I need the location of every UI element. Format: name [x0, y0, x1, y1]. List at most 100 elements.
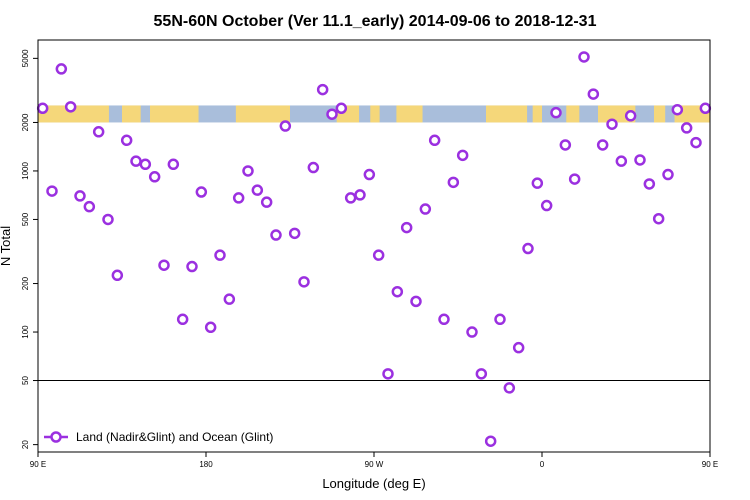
x-tick-label: 90 E	[30, 460, 46, 469]
data-point	[662, 168, 674, 181]
y-axis-label: N Total	[0, 226, 13, 266]
x-axis-label: Longitude (deg E)	[322, 476, 425, 491]
data-point	[587, 88, 600, 100]
y-tick-label: 500	[21, 212, 30, 226]
data-point	[130, 155, 142, 167]
data-point	[484, 435, 497, 447]
data-point	[74, 190, 86, 202]
data-points	[36, 51, 712, 447]
data-point	[195, 186, 208, 198]
data-point	[699, 102, 712, 115]
y-tick-label: 200	[21, 276, 30, 290]
data-point	[391, 285, 404, 298]
data-point	[596, 139, 609, 151]
data-point	[335, 102, 348, 115]
data-point	[92, 126, 105, 138]
data-point	[363, 168, 376, 181]
data-point	[260, 196, 273, 208]
data-point	[540, 199, 553, 212]
data-point	[494, 313, 506, 326]
data-point	[512, 341, 525, 354]
band-land-segment	[566, 105, 580, 123]
band-land-segment	[122, 105, 141, 123]
data-point	[344, 192, 357, 204]
chart-title: 55N-60N October (Ver 11.1_early) 2014-09…	[154, 13, 597, 30]
y-tick-label: 100	[21, 325, 30, 339]
data-point	[176, 313, 189, 326]
y-tick-label: 2000	[21, 113, 30, 131]
band-land-segment	[654, 105, 666, 123]
y-axis: 20 50 100 200 500 1000 2000 5000	[21, 49, 38, 449]
data-point	[531, 177, 544, 189]
data-point	[214, 249, 226, 261]
data-point	[410, 295, 422, 308]
legend: Land (Nadir&Glint) and Ocean (Glint)	[44, 430, 273, 444]
data-point	[466, 326, 478, 338]
data-point	[624, 110, 637, 122]
band-land-segment	[486, 105, 528, 123]
band-land-segment	[38, 105, 109, 123]
band-land-segment	[532, 105, 542, 123]
y-tick-label: 1000	[21, 161, 30, 179]
data-point	[46, 185, 58, 197]
data-point	[690, 136, 702, 149]
data-point	[652, 212, 665, 225]
data-point	[326, 108, 338, 120]
data-point	[419, 203, 432, 215]
data-point	[438, 313, 450, 326]
land-sea-band	[38, 105, 710, 123]
data-point	[447, 176, 460, 189]
y-tick-label: 50	[21, 376, 30, 385]
band-land-segment	[370, 105, 380, 123]
data-point	[503, 382, 516, 394]
data-point	[428, 134, 441, 147]
y-tick-label: 20	[21, 440, 30, 449]
data-point	[232, 192, 245, 204]
data-point	[111, 269, 124, 282]
data-point	[148, 171, 161, 183]
band-land-segment	[235, 105, 290, 123]
data-point	[279, 120, 292, 132]
data-point	[671, 103, 684, 116]
data-point	[615, 155, 628, 167]
data-point	[606, 118, 618, 130]
x-tick-label: 180	[199, 460, 213, 469]
legend-swatch-marker	[50, 431, 62, 443]
data-point	[223, 293, 236, 305]
legend-label: Land (Nadir&Glint) and Ocean (Glint)	[76, 430, 273, 444]
x-tick-label: 90 W	[365, 460, 384, 469]
data-point	[83, 200, 96, 213]
data-point	[475, 368, 488, 380]
data-point	[55, 63, 68, 75]
data-point	[568, 173, 581, 185]
data-point	[36, 102, 49, 115]
data-point	[186, 260, 198, 273]
data-point	[288, 227, 301, 240]
band-land-segment	[150, 105, 199, 123]
data-point	[382, 368, 394, 380]
band-land-segment	[396, 105, 423, 123]
data-point	[634, 154, 646, 166]
data-point	[680, 122, 693, 134]
data-point	[456, 149, 469, 162]
data-point	[400, 221, 413, 234]
data-point	[64, 101, 77, 113]
data-point	[120, 134, 133, 147]
data-point	[242, 165, 254, 177]
x-axis: 90 E 180 90 W 0 90 E	[30, 452, 718, 469]
data-point	[316, 83, 329, 96]
data-point	[102, 213, 114, 226]
data-point	[298, 276, 310, 288]
x-tick-label: 0	[540, 460, 545, 469]
data-point	[354, 189, 366, 201]
data-point	[372, 249, 385, 261]
data-point	[204, 321, 217, 334]
data-point	[158, 259, 170, 271]
data-point	[578, 51, 590, 63]
data-point	[251, 184, 264, 196]
data-point	[270, 229, 282, 241]
data-point	[643, 178, 656, 190]
y-tick-label: 5000	[21, 49, 30, 67]
data-point	[307, 161, 320, 174]
